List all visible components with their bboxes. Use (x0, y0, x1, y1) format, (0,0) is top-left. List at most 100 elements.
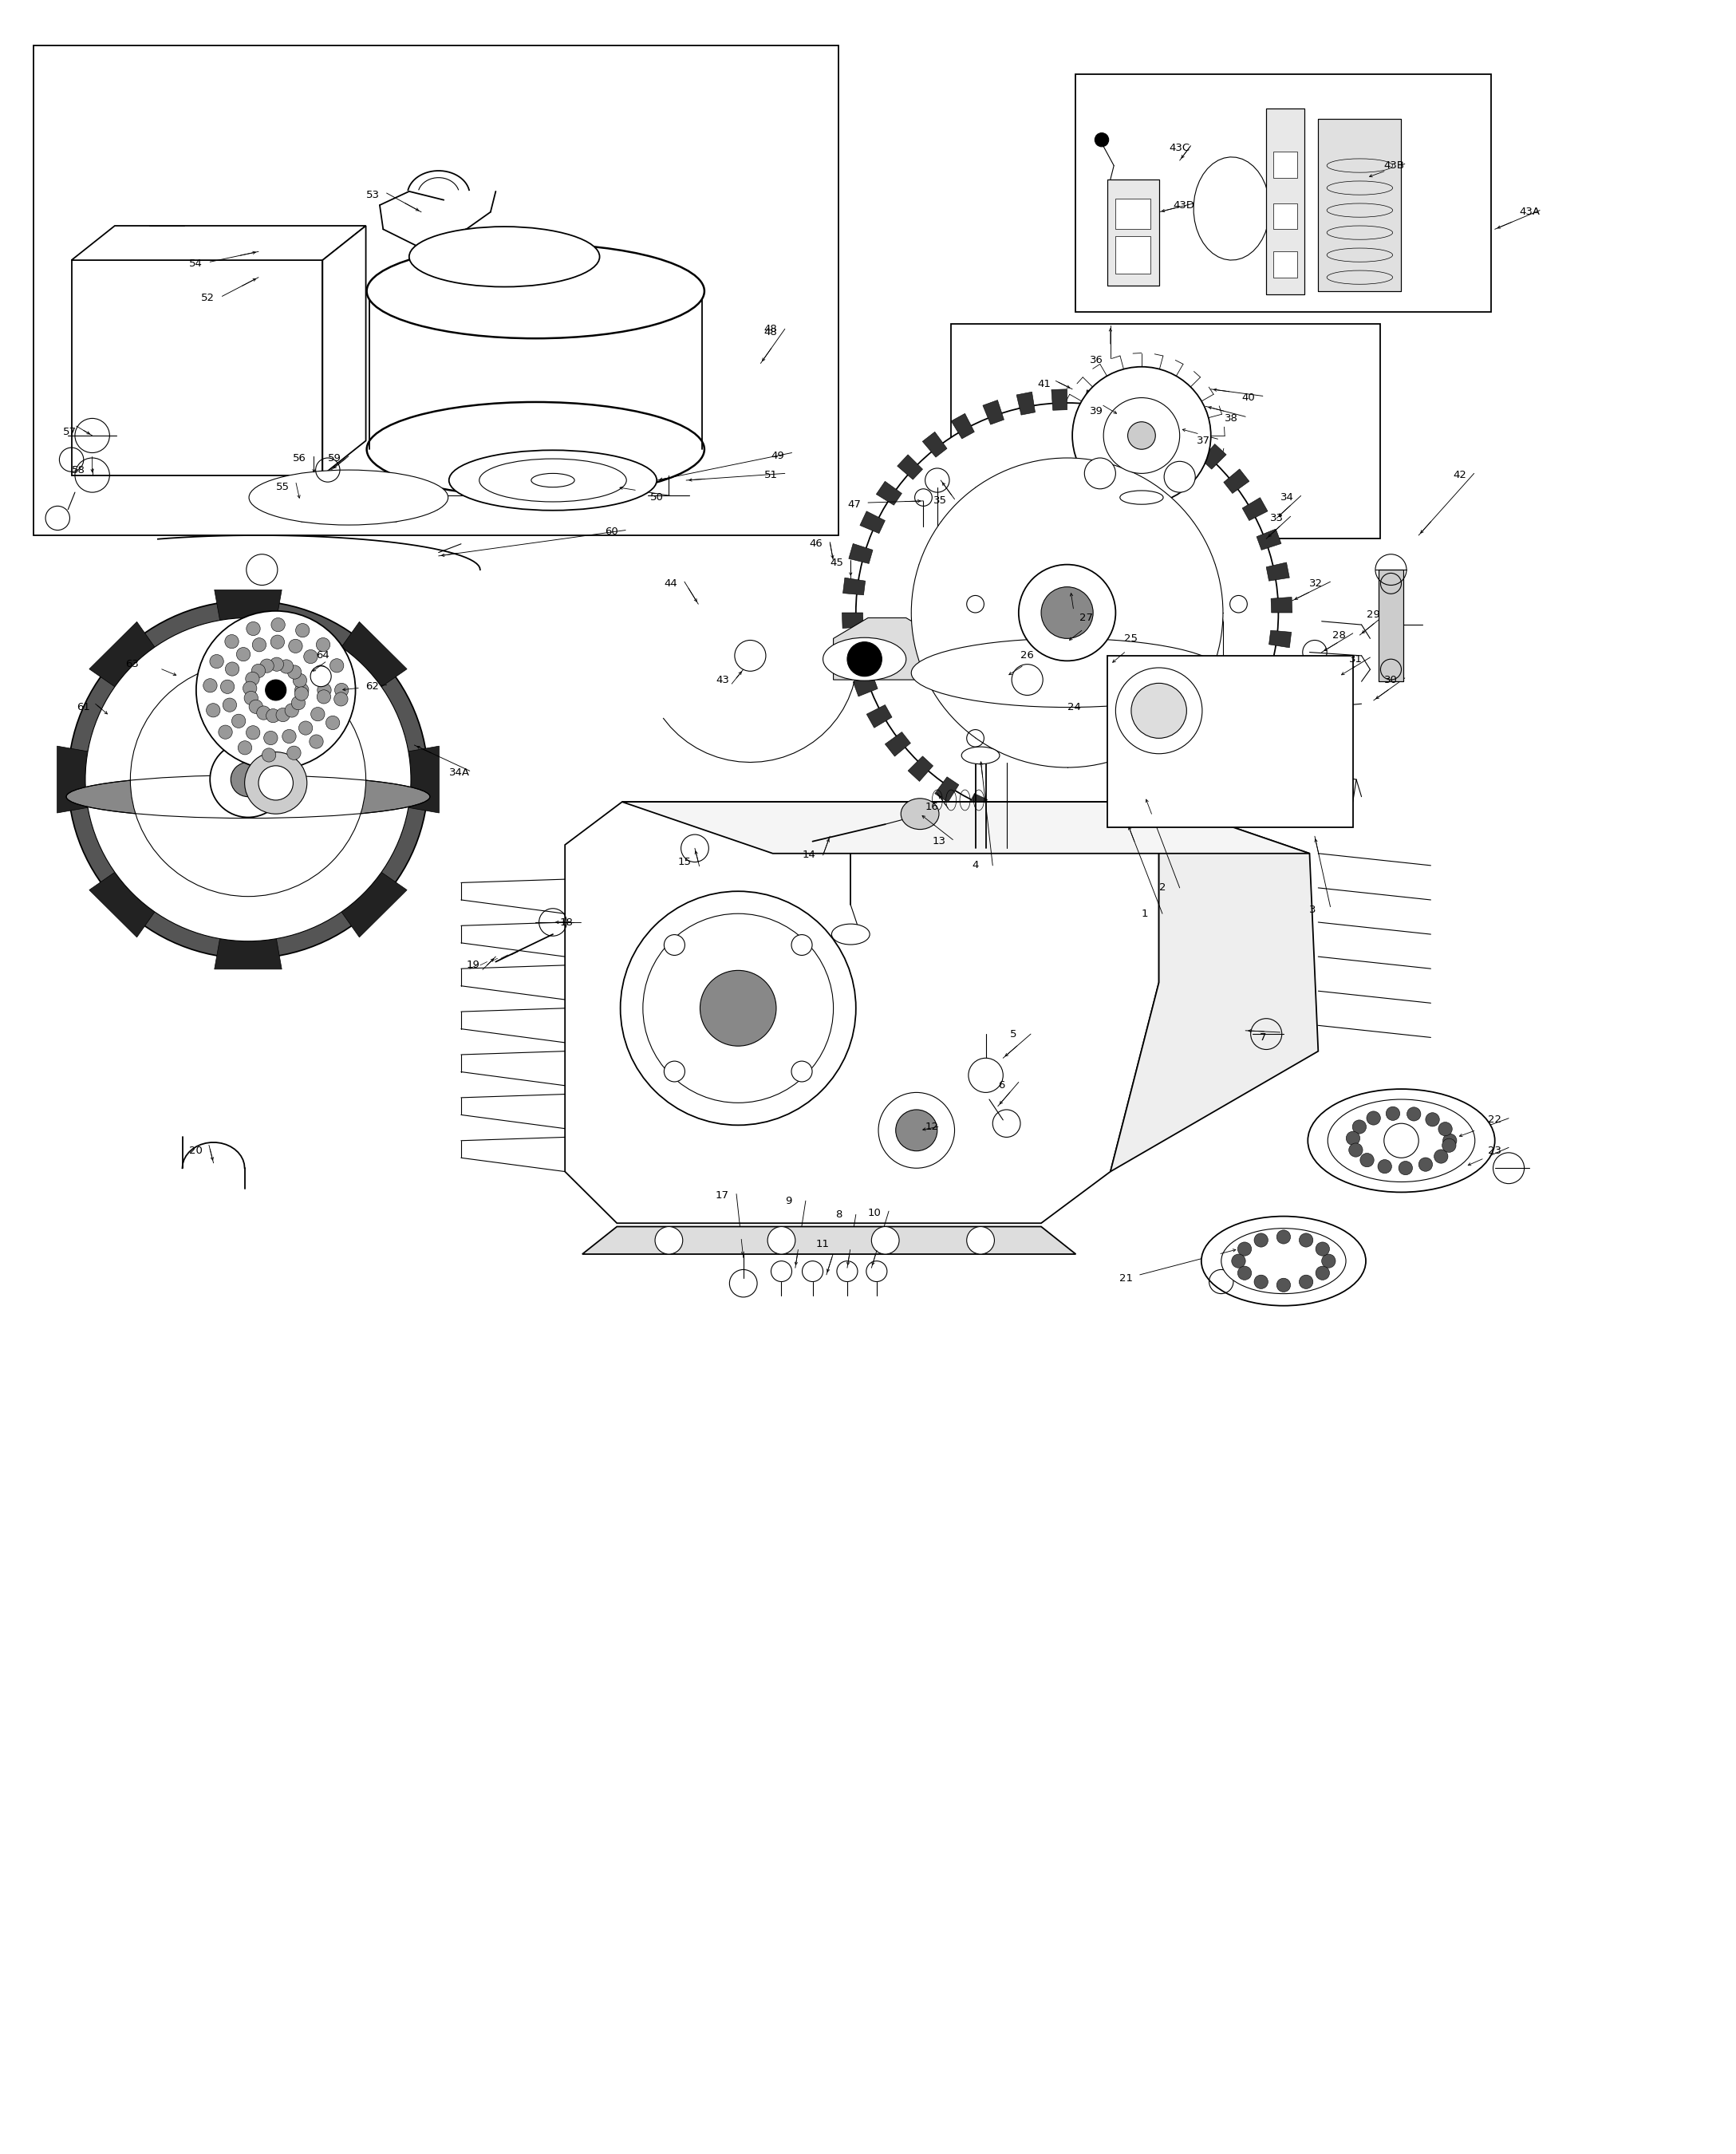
Circle shape (210, 741, 286, 816)
Polygon shape (877, 480, 901, 506)
Circle shape (1384, 1124, 1418, 1159)
Polygon shape (1147, 407, 1170, 433)
Circle shape (333, 691, 347, 707)
Circle shape (665, 935, 686, 956)
Text: 15: 15 (677, 857, 691, 868)
Text: 43B: 43B (1384, 159, 1404, 170)
Text: 47: 47 (847, 500, 861, 510)
Ellipse shape (1220, 1228, 1345, 1295)
Bar (33, 45, 838, 536)
Circle shape (856, 403, 1278, 823)
Text: 16: 16 (925, 801, 939, 812)
Polygon shape (1085, 390, 1102, 411)
Circle shape (311, 707, 325, 722)
Text: 22: 22 (1488, 1116, 1502, 1124)
Polygon shape (89, 870, 158, 937)
Circle shape (1316, 1243, 1330, 1256)
Circle shape (1345, 1131, 1359, 1146)
Polygon shape (339, 623, 406, 689)
Circle shape (330, 659, 344, 672)
Circle shape (314, 666, 328, 679)
Text: 20: 20 (189, 1146, 203, 1157)
Text: 2: 2 (1160, 883, 1165, 894)
Circle shape (700, 971, 776, 1047)
Circle shape (1316, 1267, 1330, 1279)
Text: 56: 56 (293, 452, 307, 463)
Text: 43C: 43C (1170, 142, 1191, 153)
Polygon shape (951, 414, 974, 439)
Ellipse shape (962, 747, 1000, 765)
Text: 19: 19 (467, 961, 479, 971)
Circle shape (247, 623, 260, 635)
Circle shape (1443, 1133, 1457, 1148)
Circle shape (878, 1092, 955, 1167)
Ellipse shape (832, 924, 870, 946)
Circle shape (286, 745, 300, 760)
Circle shape (792, 935, 812, 956)
Text: 60: 60 (604, 528, 618, 536)
Bar (1108, 179, 1160, 286)
Circle shape (654, 1226, 682, 1254)
Polygon shape (621, 801, 1309, 853)
Circle shape (1418, 1157, 1432, 1172)
Bar (1076, 75, 1491, 312)
Circle shape (1443, 1139, 1457, 1152)
Circle shape (245, 752, 307, 814)
Polygon shape (339, 870, 406, 937)
Bar (951, 323, 1380, 538)
Circle shape (1231, 1254, 1245, 1269)
Polygon shape (866, 704, 892, 728)
Circle shape (292, 696, 306, 711)
Ellipse shape (1201, 1217, 1366, 1305)
Text: 50: 50 (649, 493, 663, 502)
Ellipse shape (911, 586, 1222, 655)
Circle shape (1321, 1254, 1335, 1269)
Circle shape (1434, 1150, 1448, 1163)
Polygon shape (1201, 444, 1226, 470)
Ellipse shape (1328, 1099, 1476, 1183)
Text: 25: 25 (1125, 633, 1137, 644)
Circle shape (642, 913, 833, 1103)
Circle shape (304, 651, 318, 663)
Circle shape (620, 892, 856, 1124)
Circle shape (309, 735, 323, 747)
Circle shape (266, 709, 279, 722)
Text: 29: 29 (1366, 610, 1380, 620)
Text: 23: 23 (1488, 1146, 1502, 1157)
Circle shape (226, 661, 240, 676)
Circle shape (318, 689, 332, 704)
Text: 45: 45 (830, 558, 844, 569)
Polygon shape (842, 612, 863, 629)
Text: 61: 61 (76, 702, 90, 713)
Text: 58: 58 (71, 465, 85, 476)
Bar (1318, 118, 1401, 291)
Polygon shape (1271, 597, 1292, 612)
Circle shape (1276, 1230, 1290, 1243)
Circle shape (238, 741, 252, 754)
Circle shape (207, 704, 220, 717)
Polygon shape (1099, 810, 1118, 834)
Polygon shape (1257, 530, 1281, 549)
Polygon shape (582, 1226, 1076, 1254)
Text: 26: 26 (1021, 651, 1035, 661)
Bar (1266, 110, 1304, 295)
Text: 64: 64 (316, 651, 330, 661)
Bar (1108, 655, 1352, 827)
Circle shape (248, 700, 262, 713)
Polygon shape (1233, 719, 1259, 743)
Text: 34: 34 (1279, 493, 1293, 502)
Bar (1116, 198, 1151, 228)
Circle shape (1253, 1275, 1267, 1288)
Text: 54: 54 (189, 258, 203, 269)
Polygon shape (1262, 661, 1286, 683)
Text: 38: 38 (1224, 414, 1238, 424)
Text: 1: 1 (1142, 909, 1149, 920)
Text: 62: 62 (366, 681, 378, 691)
Circle shape (847, 642, 882, 676)
Circle shape (316, 638, 330, 651)
Text: 40: 40 (1241, 392, 1255, 403)
Circle shape (299, 722, 312, 735)
Polygon shape (922, 431, 948, 457)
Text: 43A: 43A (1519, 207, 1540, 218)
Circle shape (969, 1058, 1003, 1092)
